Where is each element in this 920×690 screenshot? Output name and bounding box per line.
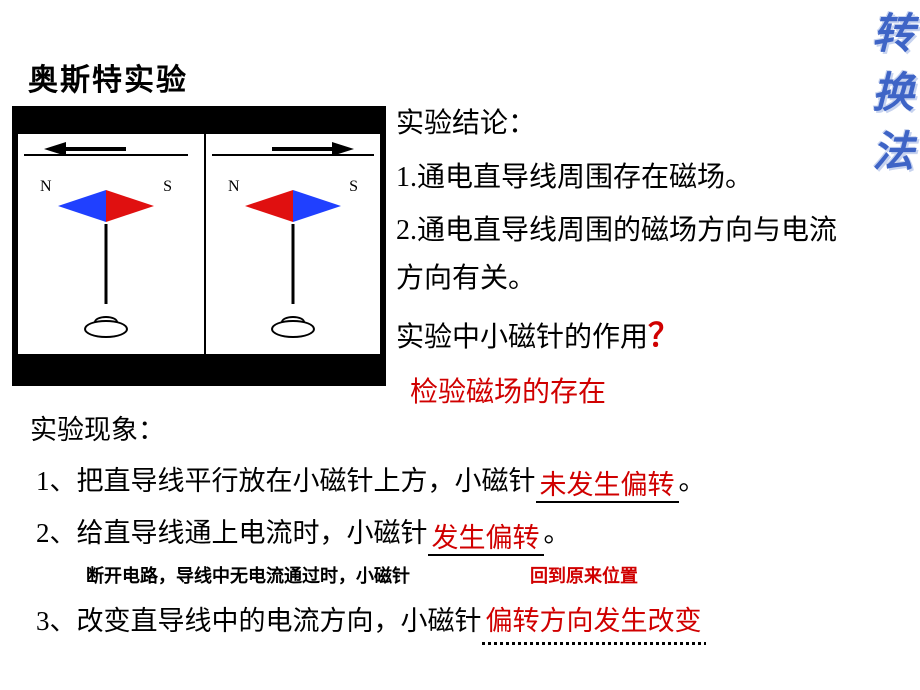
needle-half-red-left <box>106 190 154 222</box>
needle-question: 实验中小磁针的作用？ <box>396 308 860 362</box>
needle-question-text: 实验中小磁针的作用 <box>396 322 648 353</box>
phenomenon-row-2-sub: 断开电路，导线中无电流通过时，小磁针 回到原来位置 <box>30 562 906 592</box>
compass-right: N S <box>204 134 380 354</box>
conclusion-item-1: 1.通电直导线周围存在磁场。 <box>396 154 860 202</box>
method-char-1: 转 <box>870 6 916 65</box>
phenomena-heading: 实验现象： <box>30 408 906 453</box>
stand-base-right <box>271 320 315 338</box>
arrow-tail-right <box>272 147 332 151</box>
pole-label-n-right: N <box>228 178 240 196</box>
stand-stem-right <box>292 224 295 304</box>
conclusion-item-2: 2.通电直导线周围的磁场方向与电流方向有关。 <box>396 207 860 302</box>
compass-left: N S <box>18 134 194 354</box>
row1-pre: 1、把直导线平行放在小磁针上方，小磁针 <box>36 459 536 504</box>
phenomenon-row-1: 1、把直导线平行放在小磁针上方，小磁针 未发生偏转 。 <box>30 459 906 504</box>
row2-fill: 发生偏转 <box>428 524 544 556</box>
phenomenon-row-3: 3、改变直导线中的电流方向，小磁针 偏转方向发生改变 <box>30 599 906 644</box>
question-mark-icon: ？ <box>648 317 680 353</box>
needle-half-blue-right <box>293 190 341 222</box>
needle-right: N S <box>206 178 380 230</box>
row2-sub-pre: 断开电路，导线中无电流通过时，小磁针 <box>86 562 410 592</box>
pole-label-n-left: N <box>40 178 52 196</box>
conclusion-heading: 实验结论： <box>396 100 860 148</box>
conclusion-block: 实验结论： 1.通电直导线周围存在磁场。 2.通电直导线周围的磁场方向与电流方向… <box>396 100 860 422</box>
wire-left <box>24 154 188 156</box>
phenomena-block: 实验现象： 1、把直导线平行放在小磁针上方，小磁针 未发生偏转 。 2、给直导线… <box>30 408 906 652</box>
row2-pre: 2、给直导线通上电流时，小磁针 <box>36 511 428 556</box>
oersted-diagram: N S N S <box>12 106 386 386</box>
pole-label-s-left: S <box>163 178 172 196</box>
row2-post: 。 <box>544 511 571 556</box>
method-label: 转 换 法 <box>870 6 916 182</box>
needle-half-blue-left <box>58 190 106 222</box>
row1-fill: 未发生偏转 <box>536 471 679 503</box>
stand-stem-left <box>105 224 108 304</box>
row2-sub-fill: 回到原来位置 <box>530 562 638 592</box>
phenomenon-row-2: 2、给直导线通上电流时，小磁针 发生偏转 。 <box>30 511 906 556</box>
row3-fill: 偏转方向发生改变 <box>482 607 706 637</box>
needle-half-red-right <box>245 190 293 222</box>
needle-left: N S <box>18 178 194 230</box>
main-title: 奥斯特实验 <box>28 55 188 99</box>
wire-right <box>212 154 374 156</box>
wavy-underline-icon <box>482 640 706 644</box>
method-char-2: 换 <box>870 65 916 124</box>
row1-post: 。 <box>679 459 706 504</box>
diagram-inner: N S N S <box>18 134 380 354</box>
pole-label-s-right: S <box>349 178 358 196</box>
row3-pre: 3、改变直导线中的电流方向，小磁针 <box>36 599 482 644</box>
arrow-tail-left <box>66 147 126 151</box>
stand-base-left <box>84 320 128 338</box>
method-char-3: 法 <box>870 124 916 183</box>
